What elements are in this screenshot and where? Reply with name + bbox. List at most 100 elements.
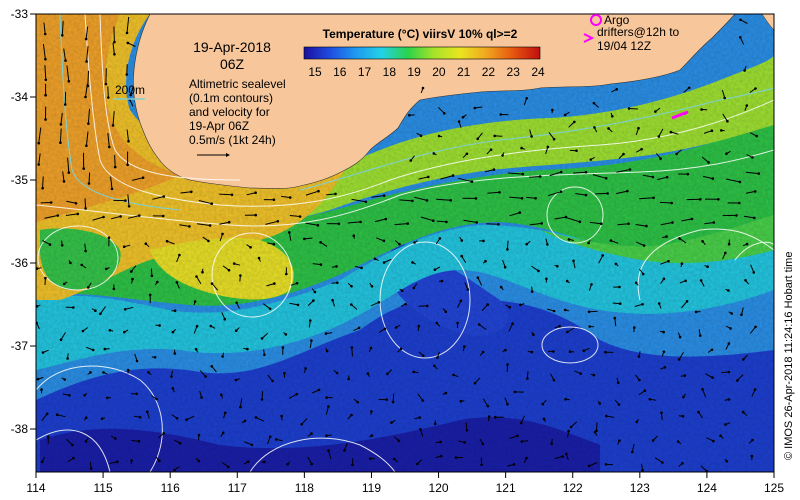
- velocity-arrow-head: [45, 412, 49, 416]
- velocity-arrow-head: [753, 190, 757, 193]
- velocity-arrow-head: [567, 429, 570, 433]
- velocity-arrow-head: [727, 342, 731, 345]
- velocity-arrow-head: [234, 329, 238, 333]
- velocity-arrow-head: [421, 86, 425, 90]
- velocity-arrow-head: [559, 170, 563, 174]
- velocity-arrow: [304, 237, 313, 240]
- velocity-arrow: [722, 113, 728, 122]
- velocity-arrow-head: [325, 349, 329, 353]
- velocity-arrow-head: [239, 274, 242, 277]
- velocity-arrow-head: [590, 283, 593, 286]
- velocity-arrow-head: [425, 199, 429, 202]
- velocity-arrow-head: [84, 207, 87, 210]
- velocity-arrow: [592, 174, 607, 179]
- velocity-arrow-head: [593, 126, 596, 129]
- velocity-arrow: [595, 192, 608, 195]
- velocity-arrow-head: [104, 267, 108, 271]
- velocity-arrow-head: [626, 189, 629, 193]
- velocity-arrow-head: [476, 137, 480, 141]
- velocity-arrow-head: [418, 416, 422, 419]
- velocity-arrow-head: [724, 251, 727, 255]
- velocity-arrow-head: [284, 333, 288, 336]
- velocity-arrow-head: [87, 122, 90, 125]
- altimetry-description: Altimetric sealevel(0.1m contours)and ve…: [189, 77, 286, 147]
- velocity-arrow-head: [451, 174, 455, 177]
- velocity-arrow: [437, 106, 445, 114]
- velocity-arrow-head: [41, 186, 44, 190]
- velocity-arrow: [107, 132, 110, 148]
- velocity-arrow-head: [68, 394, 71, 397]
- velocity-arrow: [87, 108, 90, 124]
- velocity-arrow-head: [125, 31, 129, 35]
- velocity-arrow-head: [254, 213, 257, 217]
- velocity-arrow-head: [592, 101, 596, 105]
- velocity-arrow-head: [72, 456, 75, 460]
- velocity-arrow: [86, 45, 89, 62]
- velocity-arrow-head: [243, 419, 247, 423]
- velocity-arrow-head: [171, 387, 175, 390]
- velocity-arrow: [85, 26, 89, 40]
- velocity-arrow: [325, 406, 329, 415]
- velocity-arrow-head: [325, 396, 328, 399]
- velocity-arrow: [749, 326, 756, 334]
- velocity-arrow-head: [686, 172, 690, 176]
- velocity-arrow-head: [313, 290, 317, 294]
- velocity-arrow: [38, 127, 42, 144]
- velocity-arrow: [726, 178, 740, 183]
- velocity-arrow-head: [444, 310, 448, 314]
- velocity-arrow-head: [85, 144, 88, 147]
- velocity-arrow-head: [699, 279, 703, 282]
- colorbar-tick-label: 23: [507, 65, 521, 79]
- velocity-arrow: [42, 176, 44, 189]
- velocity-arrow: [239, 398, 243, 408]
- velocity-arrow-head: [558, 324, 561, 328]
- velocity-arrow-head: [130, 459, 133, 462]
- velocity-arrow-head: [350, 346, 354, 349]
- velocity-arrow-head: [661, 461, 664, 464]
- velocity-arrow-head: [604, 350, 607, 354]
- velocity-arrow-head: [400, 289, 404, 293]
- isobath-200m: [59, 14, 774, 211]
- velocity-arrow: [84, 198, 87, 209]
- colorbar-ticks: 15 16 17 18 19 20 21 22 23 24: [308, 65, 545, 79]
- altimetry-line: (0.1m contours): [189, 91, 273, 105]
- velocity-arrow-head: [185, 418, 188, 422]
- velocity-arrow: [305, 190, 319, 196]
- velocity-arrow-head: [84, 416, 88, 420]
- velocity-arrow-head: [520, 197, 524, 200]
- velocity-arrow-head: [161, 214, 165, 218]
- velocity-arrow-head: [173, 468, 176, 472]
- velocity-arrow: [482, 398, 489, 407]
- colorbar-tick-label: 21: [457, 65, 471, 79]
- velocity-arrow-head: [122, 245, 126, 248]
- velocity-arrow-head: [460, 239, 464, 242]
- velocity-arrow-head: [327, 449, 330, 452]
- velocity-arrow-head: [641, 468, 644, 472]
- velocity-arrow-head: [227, 268, 231, 272]
- velocity-arrow-head: [148, 293, 152, 297]
- velocity-arrow-head: [743, 69, 746, 72]
- velocity-arrow-head: [682, 395, 685, 399]
- velocity-arrow-head: [482, 239, 485, 243]
- velocity-arrow: [44, 215, 58, 219]
- velocity-arrow-head: [125, 73, 129, 76]
- velocity-arrow-head: [197, 459, 201, 463]
- x-tick-label: 122: [563, 481, 583, 495]
- velocity-arrow: [87, 70, 89, 86]
- velocity-arrow: [199, 370, 206, 377]
- velocity-arrow: [130, 86, 134, 96]
- velocity-arrow: [509, 196, 523, 199]
- velocity-arrow-head: [257, 256, 261, 260]
- velocity-arrow-head: [593, 430, 597, 434]
- velocity-arrow-head: [72, 306, 75, 309]
- velocity-arrow: [198, 200, 212, 205]
- velocity-arrow-head: [298, 215, 302, 218]
- velocity-arrow-head: [433, 364, 436, 368]
- velocity-arrow: [41, 413, 48, 422]
- velocity-arrow-head: [475, 221, 479, 224]
- velocity-arrow-head: [700, 108, 703, 111]
- velocity-arrow-head: [319, 263, 323, 266]
- x-tick-label: 119: [362, 481, 381, 495]
- velocity-arrow-head: [61, 34, 64, 37]
- velocity-arrow-head: [694, 310, 698, 314]
